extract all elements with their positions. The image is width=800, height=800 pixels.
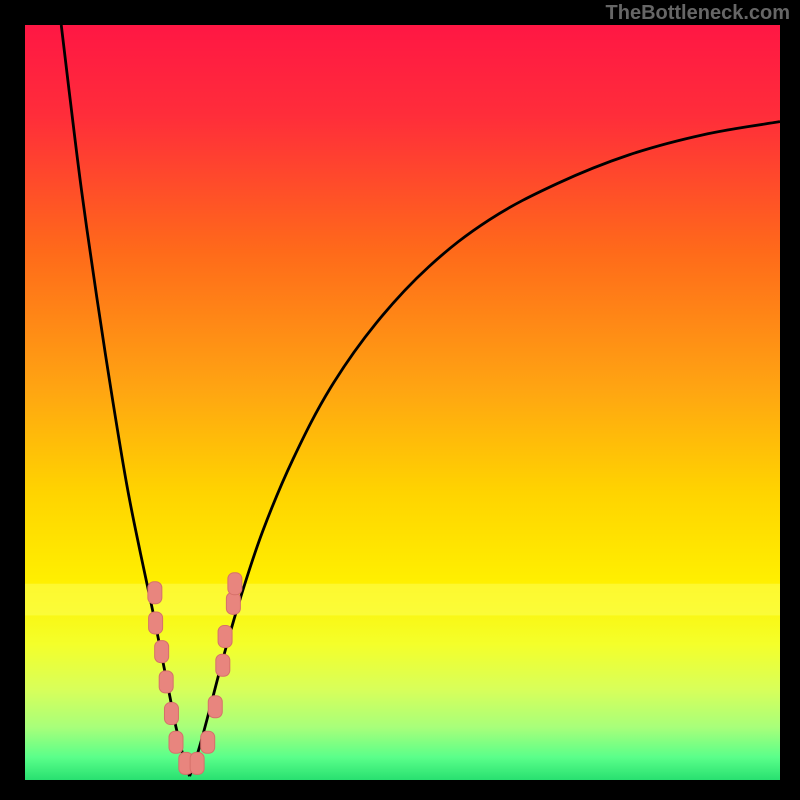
marker <box>218 626 232 648</box>
marker <box>226 592 240 614</box>
marker <box>190 752 204 774</box>
marker <box>159 671 173 693</box>
marker <box>148 582 162 604</box>
highlight-band <box>25 584 780 616</box>
marker <box>155 641 169 663</box>
marker <box>164 703 178 725</box>
marker <box>228 573 242 595</box>
marker <box>216 654 230 676</box>
chart-svg <box>0 0 800 800</box>
marker <box>201 731 215 753</box>
plot-background <box>25 25 780 780</box>
chart-container: TheBottleneck.com <box>0 0 800 800</box>
watermark: TheBottleneck.com <box>606 2 790 25</box>
marker <box>208 696 222 718</box>
marker <box>169 731 183 753</box>
marker <box>149 612 163 634</box>
